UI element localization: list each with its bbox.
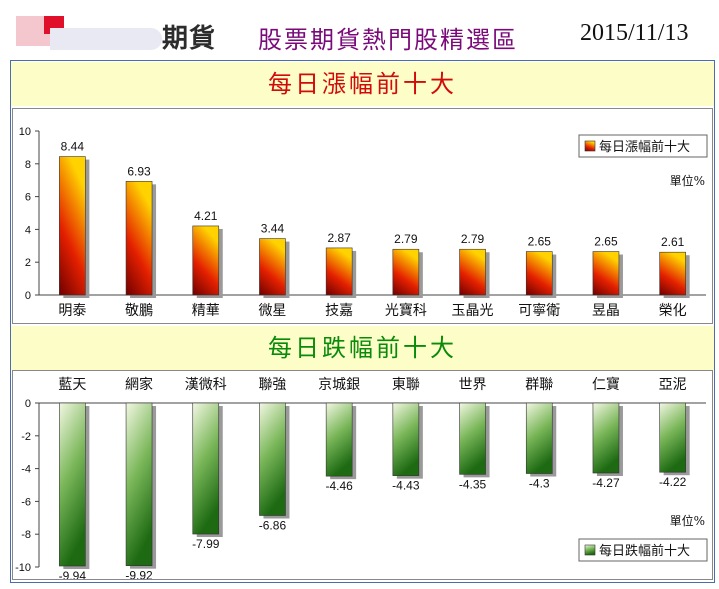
y-tick-label: 0 [25, 398, 31, 410]
bar [592, 402, 620, 474]
bar-value-label: 3.44 [261, 222, 285, 236]
bar-value-label: 2.61 [661, 235, 685, 249]
category-label: 光寶科 [385, 303, 427, 319]
category-label: 微星 [258, 303, 286, 319]
bar [592, 251, 620, 296]
gainers-chart-panel: 0 2 4 6 8 10 8.44 明泰 6.93 敬鵬 4.21 精華 3.44 微星 2.87 技嘉 2.7… [12, 108, 713, 324]
y-tick-label: 0 [25, 290, 31, 302]
logo-text: 期貨 [162, 24, 217, 54]
category-label: 精華 [192, 303, 220, 319]
y-tick-label: -4 [21, 464, 31, 476]
legend-label: 每日跌幅前十大 [599, 543, 690, 559]
category-label: 東聯 [392, 377, 420, 393]
bar [525, 251, 553, 296]
bar [325, 402, 353, 477]
bar-value-label: 2.87 [327, 231, 351, 245]
gainers-title: 每日漲幅前十大 [11, 62, 714, 106]
category-label: 網家 [125, 376, 153, 393]
content-frame [10, 60, 715, 583]
bar [659, 251, 686, 296]
category-label: 榮化 [659, 303, 687, 319]
bar [59, 156, 86, 296]
bar-value-label: -9.92 [125, 569, 153, 579]
bar-value-label: -4.46 [325, 479, 353, 493]
y-tick-label: -8 [21, 529, 31, 541]
bar [192, 402, 220, 535]
page-title: 股票期貨熱門股精選區 [258, 26, 518, 54]
bar [192, 225, 220, 296]
bar [259, 402, 286, 516]
losers-chart: 0 -2 -4 -6 -8 -10 -9.94 藍天 -9.92 網家 -7.99 漢微科 -6.86 聯… [15, 376, 708, 579]
bar-value-label: 2.65 [528, 235, 552, 249]
bar [125, 181, 153, 296]
page-header: 期貨 股票期貨熱門股精選區 2015/11/13 [0, 0, 719, 60]
legend-swatch [584, 140, 596, 152]
bar-value-label: -7.99 [192, 537, 220, 551]
bar-value-label: 2.79 [461, 232, 485, 246]
bar-value-label: 2.65 [594, 235, 618, 249]
bar-value-label: -4.43 [392, 479, 420, 493]
bar-value-label: -6.86 [259, 519, 287, 533]
y-tick-label: 10 [19, 126, 31, 138]
logo-shape [50, 28, 162, 50]
losers-chart-panel: 0 -2 -4 -6 -8 -10 -9.94 藍天 -9.92 網家 -7.99 漢微科 -6.86 聯… [12, 370, 713, 580]
category-label: 敬鵬 [125, 303, 153, 319]
gainers-chart: 0 2 4 6 8 10 8.44 明泰 6.93 敬鵬 4.21 精華 3.44 微星 2.87 技嘉 2.7… [19, 126, 708, 319]
y-tick-label: -6 [21, 496, 31, 508]
y-tick-label: 8 [25, 159, 31, 171]
category-label: 昱晶 [592, 303, 620, 319]
category-label: 藍天 [58, 377, 86, 393]
category-label: 明泰 [58, 303, 86, 319]
report-date: 2015/11/13 [580, 20, 689, 46]
y-tick-label: -2 [21, 431, 31, 443]
bar-value-label: 8.44 [61, 140, 85, 154]
category-label: 漢微科 [185, 377, 227, 393]
category-label: 亞泥 [659, 377, 687, 393]
category-label: 世界 [459, 377, 487, 393]
bar [392, 248, 420, 296]
bar-value-label: -4.3 [529, 477, 550, 491]
legend: 每日漲幅前十大 [578, 134, 708, 158]
bar-value-label: 2.79 [394, 232, 418, 246]
y-tick-label: -10 [15, 562, 31, 574]
bar-value-label: -9.94 [59, 569, 87, 579]
legend-swatch [584, 544, 596, 556]
category-label: 可寧衛 [518, 302, 560, 319]
bar [459, 248, 486, 296]
bar [325, 247, 353, 296]
bar-value-label: -4.27 [592, 476, 620, 490]
bar [125, 402, 153, 566]
legend-label: 每日漲幅前十大 [599, 139, 690, 155]
bar [59, 402, 86, 567]
category-label: 仁寶 [592, 377, 620, 393]
bar-value-label: 4.21 [194, 209, 218, 223]
bar-value-label: -4.35 [459, 477, 487, 491]
bar-value-label: 6.93 [127, 164, 151, 178]
bar [259, 238, 286, 296]
bar-value-label: -4.22 [659, 475, 687, 489]
category-label: 群聯 [525, 377, 553, 393]
y-tick-label: 6 [25, 192, 31, 204]
category-label: 技嘉 [325, 303, 353, 319]
legend: 每日跌幅前十大 [578, 538, 708, 562]
category-label: 玉晶光 [452, 303, 494, 319]
losers-title: 每日跌幅前十大 [11, 326, 714, 370]
bar [525, 402, 553, 474]
bar [659, 402, 686, 473]
y-tick-label: 2 [25, 257, 31, 269]
bar [392, 402, 420, 476]
category-label: 京城銀 [318, 377, 360, 393]
bar [459, 402, 486, 475]
unit-label: 單位% [670, 173, 705, 188]
category-label: 聯強 [258, 377, 286, 393]
y-tick-label: 4 [25, 224, 31, 236]
unit-label: 單位% [670, 513, 705, 528]
